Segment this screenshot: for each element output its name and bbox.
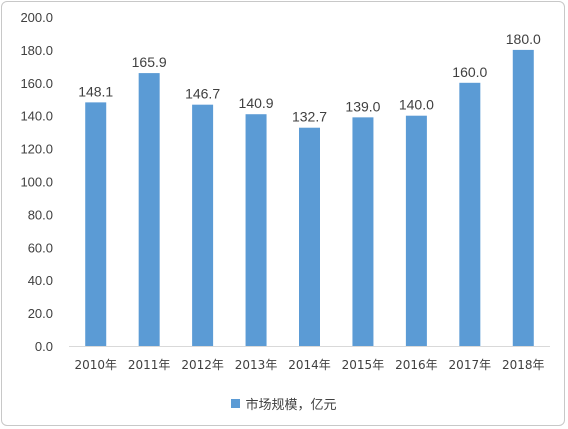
bar [405, 115, 427, 346]
legend-label: 市场规模，亿元 [245, 398, 337, 413]
bar [512, 49, 534, 347]
data-label: 160.0 [452, 64, 487, 80]
bar [245, 114, 267, 346]
data-label: 139.0 [345, 98, 380, 114]
data-label: 132.7 [292, 109, 327, 125]
y-tick-label: 80.0 [28, 207, 53, 222]
data-label: 140.0 [399, 97, 434, 113]
x-tick-label: 2015年 [342, 358, 385, 372]
x-tick-label: 2010年 [74, 358, 117, 372]
legend-swatch [231, 399, 241, 408]
data-label: 180.0 [506, 31, 541, 47]
y-axis: 0.0 20.0 40.0 60.0 80.0 100.0 120.0 140.0 160.0 1… [20, 10, 53, 354]
x-tick-label: 2013年 [235, 358, 278, 372]
y-tick-label: 60.0 [28, 240, 53, 255]
x-axis: 2010年 2011年 2012年 2013年 2014年 2015年 2016年 2017年… [74, 358, 544, 372]
data-label: 140.9 [239, 95, 274, 111]
bar [459, 82, 481, 347]
y-tick-label: 160.0 [20, 76, 53, 91]
y-tick-label: 140.0 [20, 109, 53, 124]
y-tick-label: 100.0 [20, 175, 53, 190]
x-tick-label: 2014年 [288, 358, 331, 372]
bars [85, 49, 534, 347]
y-tick-label: 20.0 [28, 306, 53, 321]
y-tick-label: 120.0 [20, 142, 53, 157]
x-tick-label: 2012年 [181, 358, 224, 372]
bar [138, 73, 160, 347]
y-tick-label: 200.0 [20, 10, 53, 25]
data-label: 148.1 [78, 83, 113, 99]
x-tick-label: 2011年 [128, 358, 171, 372]
bar [192, 104, 214, 346]
bar [352, 117, 374, 346]
legend: 市场规模，亿元 [0, 394, 568, 413]
y-tick-label: 180.0 [20, 43, 53, 58]
data-label: 146.7 [185, 86, 220, 102]
x-tick-label: 2016年 [395, 358, 438, 372]
x-tick-label: 2018年 [502, 358, 545, 372]
y-tick-label: 40.0 [28, 273, 53, 288]
bar [299, 127, 320, 347]
y-tick-label: 0.0 [35, 339, 53, 354]
data-label: 165.9 [132, 54, 167, 70]
bar [85, 102, 107, 346]
x-tick-label: 2017年 [449, 358, 492, 372]
data-labels: 148.1 165.9 146.7 140.9 132.7 139.0 140.0 160.0… [78, 31, 541, 125]
